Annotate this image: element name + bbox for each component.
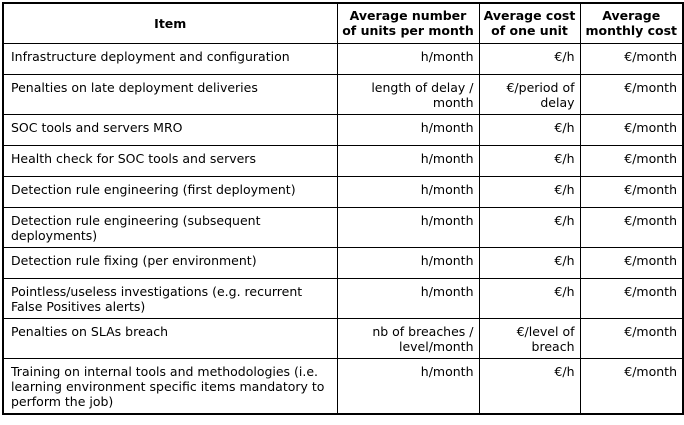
cost-of-one-unit-cell: €/h (478, 357, 581, 414)
monthly-cost-cell: €/month (579, 246, 684, 279)
column-header-monthly-cost: Average monthly cost (579, 2, 684, 44)
cost-of-one-unit-cell: €/h (478, 144, 581, 177)
units-per-month-cell: h/month (336, 206, 480, 248)
column-header-units-per-month: Average number of units per month (336, 2, 480, 44)
item-cell: Health check for SOC tools and servers (2, 144, 338, 177)
cost-of-one-unit-cell: €/h (478, 113, 581, 146)
column-header-cost-of-one-unit: Average cost of one unit (478, 2, 581, 44)
soc-cost-model-table: Item Average number of units per month A… (2, 2, 684, 415)
cost-of-one-unit-cell: €/h (478, 206, 581, 248)
monthly-cost-cell: €/month (579, 317, 684, 359)
monthly-cost-cell: €/month (579, 73, 684, 115)
table-row: Pointless/useless investigations (e.g. r… (2, 277, 684, 319)
cost-of-one-unit-cell: €/h (478, 246, 581, 279)
monthly-cost-cell: €/month (579, 206, 684, 248)
item-cell: SOC tools and servers MRO (2, 113, 338, 146)
column-header-item: Item (2, 2, 338, 44)
units-per-month-cell: h/month (336, 246, 480, 279)
units-per-month-cell: h/month (336, 175, 480, 208)
item-cell: Detection rule engineering (first deploy… (2, 175, 338, 208)
table-row: Penalties on SLAs breach nb of breaches … (2, 317, 684, 359)
table-row: Health check for SOC tools and servers h… (2, 144, 684, 177)
cost-of-one-unit-cell: €/h (478, 42, 581, 75)
monthly-cost-cell: €/month (579, 357, 684, 414)
table-row: SOC tools and servers MRO h/month €/h €/… (2, 113, 684, 146)
table-row: Infrastructure deployment and configurat… (2, 42, 684, 75)
units-per-month-cell: h/month (336, 42, 480, 75)
units-per-month-cell: h/month (336, 113, 480, 146)
monthly-cost-cell: €/month (579, 144, 684, 177)
table-row: Detection rule engineering (subsequent d… (2, 206, 684, 248)
item-cell: Training on internal tools and methodolo… (2, 357, 338, 414)
units-per-month-cell: nb of breaches / level/month (336, 317, 480, 359)
units-per-month-cell: length of delay / month (336, 73, 480, 115)
table-row: Detection rule fixing (per environment) … (2, 246, 684, 279)
table-row: Penalties on late deployment deliveries … (2, 73, 684, 115)
item-cell: Penalties on SLAs breach (2, 317, 338, 359)
monthly-cost-cell: €/month (579, 277, 684, 319)
item-cell: Detection rule fixing (per environment) (2, 246, 338, 279)
item-cell: Penalties on late deployment deliveries (2, 73, 338, 115)
monthly-cost-cell: €/month (579, 175, 684, 208)
units-per-month-cell: h/month (336, 357, 480, 414)
cost-of-one-unit-cell: €/h (478, 277, 581, 319)
header-row: Item Average number of units per month A… (2, 2, 684, 44)
cost-of-one-unit-cell: €/h (478, 175, 581, 208)
units-per-month-cell: h/month (336, 144, 480, 177)
table-row: Detection rule engineering (first deploy… (2, 175, 684, 208)
table-row: Training on internal tools and methodolo… (2, 357, 684, 414)
item-cell: Detection rule engineering (subsequent d… (2, 206, 338, 248)
monthly-cost-cell: €/month (579, 113, 684, 146)
cost-of-one-unit-cell: €/level of breach (478, 317, 581, 359)
units-per-month-cell: h/month (336, 277, 480, 319)
cost-of-one-unit-cell: €/period of delay (478, 73, 581, 115)
item-cell: Pointless/useless investigations (e.g. r… (2, 277, 338, 319)
item-cell: Infrastructure deployment and configurat… (2, 42, 338, 75)
monthly-cost-cell: €/month (579, 42, 684, 75)
